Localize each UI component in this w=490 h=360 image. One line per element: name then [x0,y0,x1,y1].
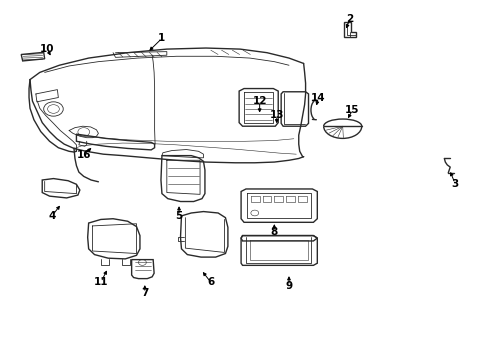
Text: 16: 16 [76,150,91,160]
Text: 13: 13 [270,111,284,121]
Text: 2: 2 [346,14,354,24]
Text: 15: 15 [345,105,360,115]
Text: 9: 9 [285,281,293,291]
Text: 1: 1 [158,33,166,43]
Text: 6: 6 [207,277,215,287]
Text: 5: 5 [175,211,183,221]
Text: 4: 4 [49,211,56,221]
Text: 11: 11 [94,277,108,287]
Text: 3: 3 [451,179,459,189]
Text: 10: 10 [40,44,54,54]
Text: 12: 12 [252,96,267,106]
Text: 14: 14 [311,93,325,103]
Text: 8: 8 [270,227,278,237]
Text: 7: 7 [141,288,148,298]
